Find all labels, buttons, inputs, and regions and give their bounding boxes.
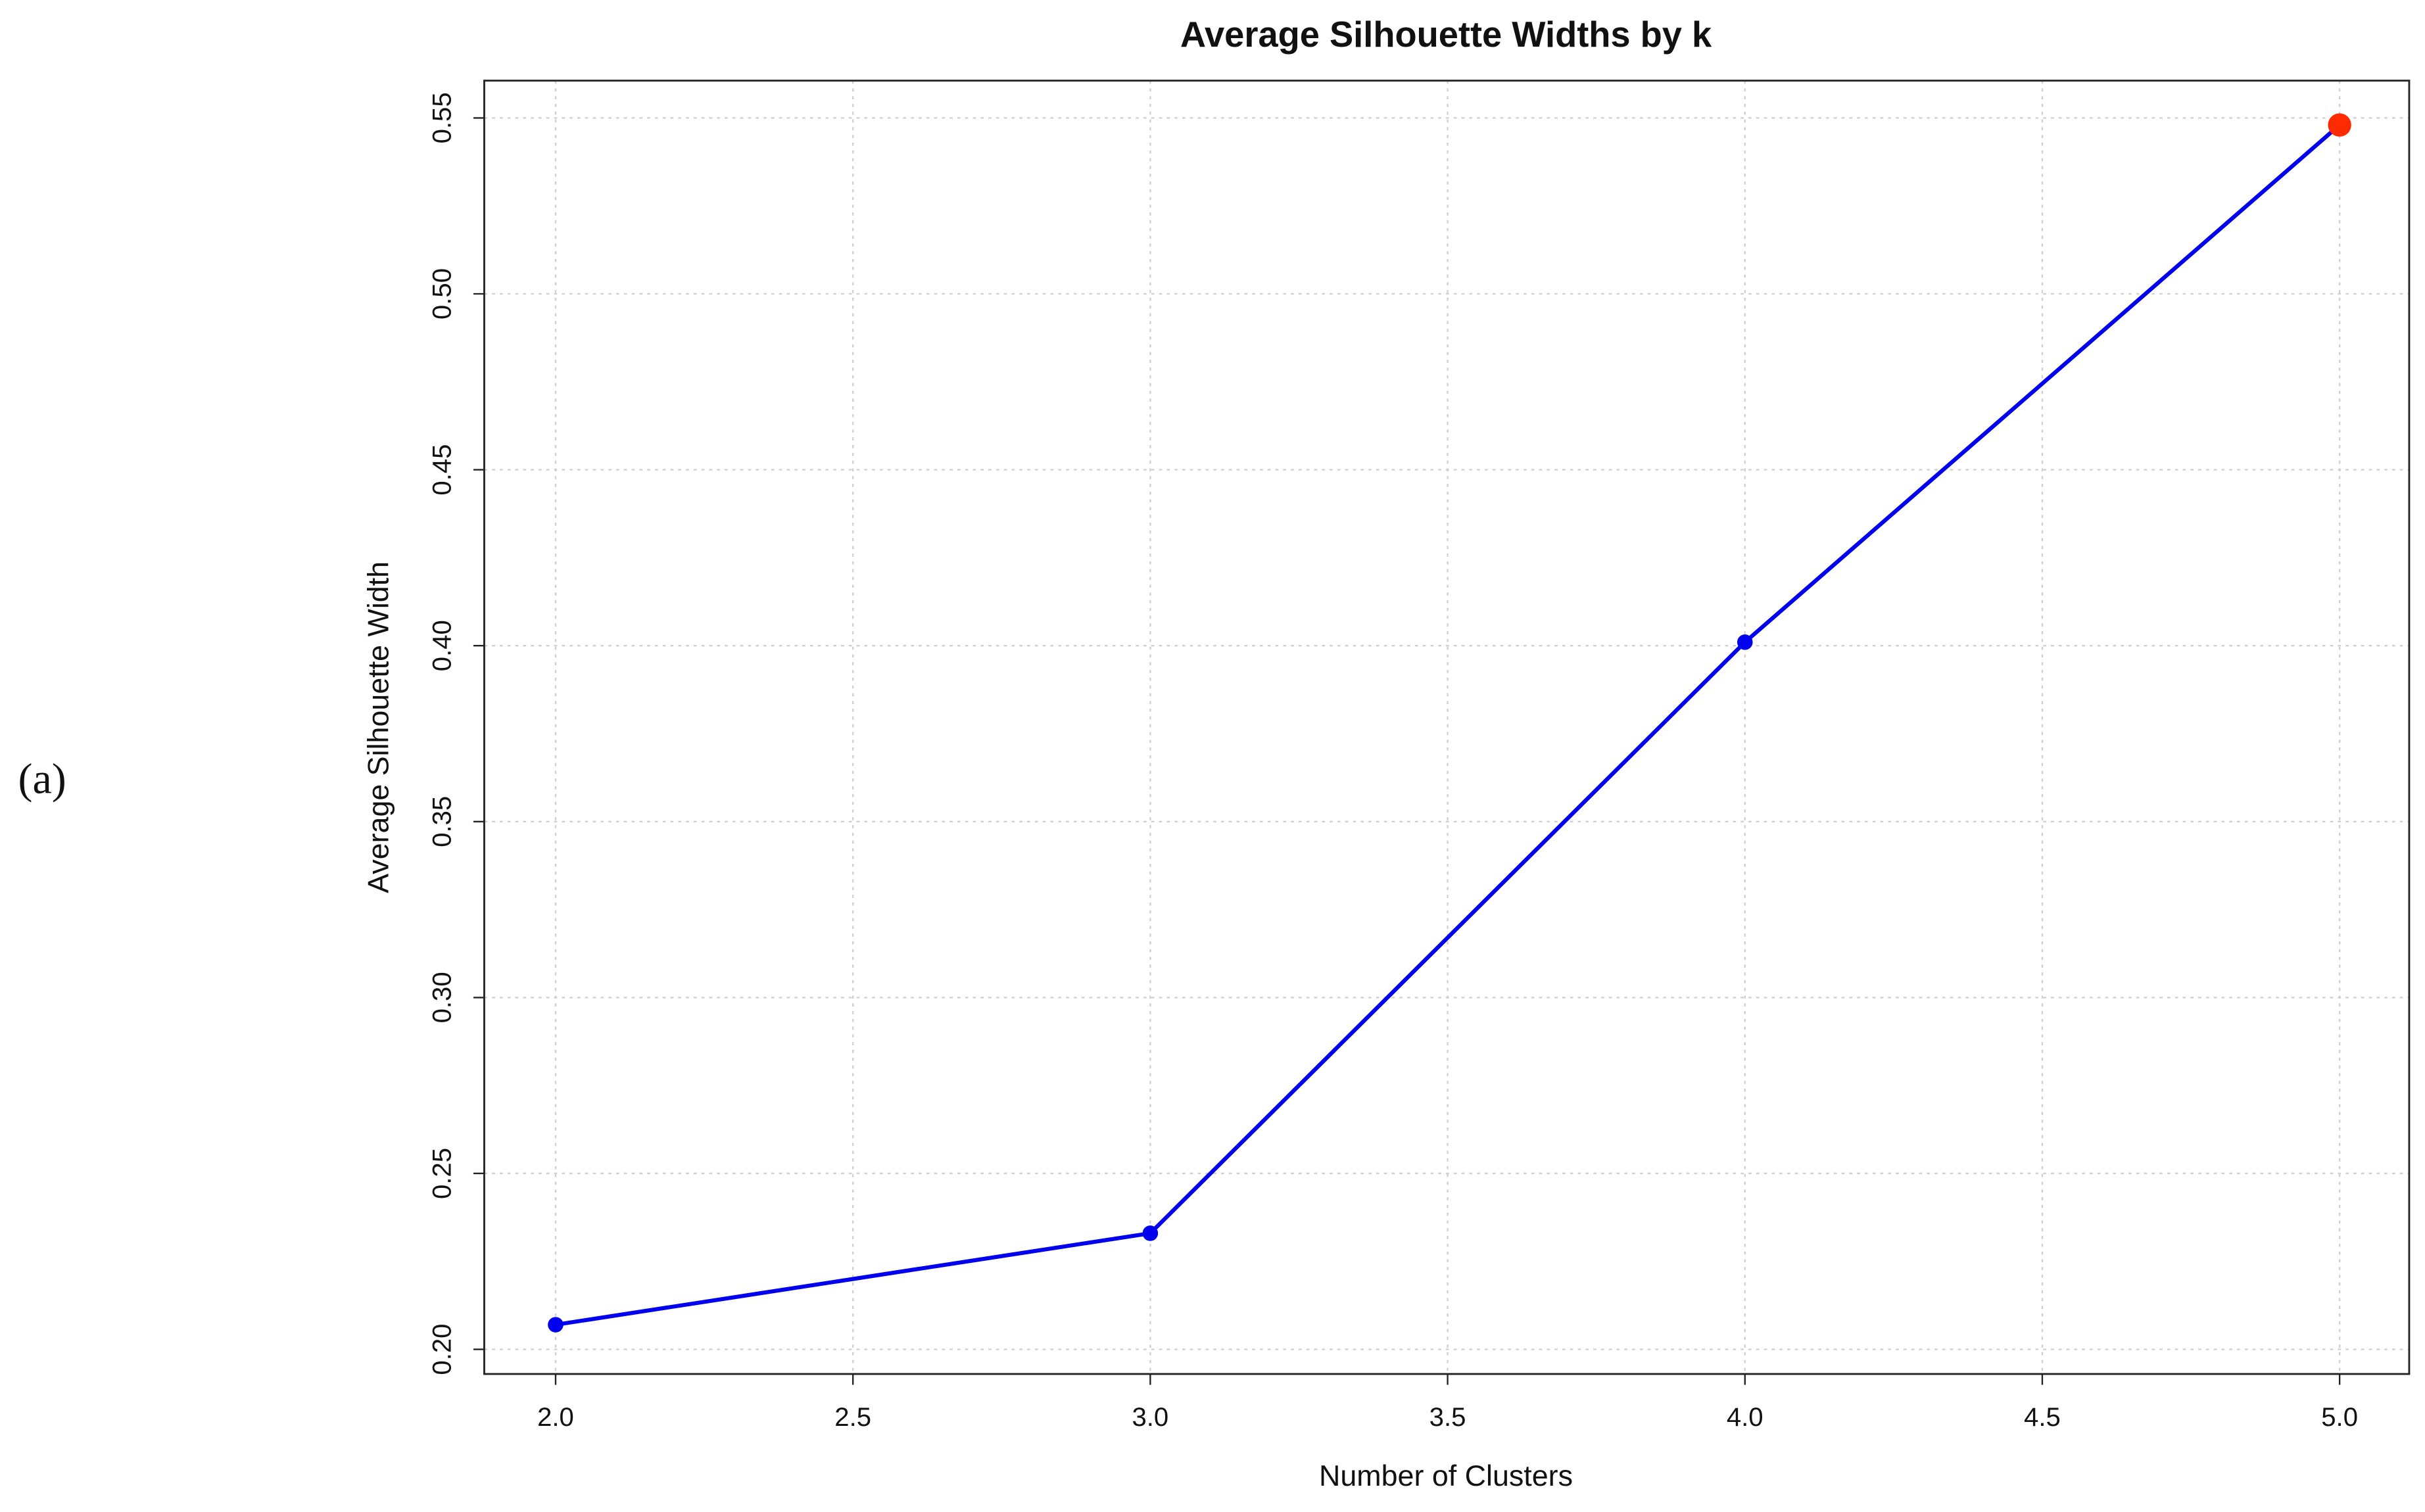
data-point [1142, 1225, 1159, 1241]
data-point [2328, 113, 2351, 137]
y-tick-label: 0.25 [428, 1148, 457, 1199]
y-tick-label: 0.45 [428, 444, 457, 496]
y-tick-label: 0.40 [428, 620, 457, 671]
y-tick-label: 0.20 [428, 1324, 457, 1375]
y-axis-label: Average Silhouette Width [362, 561, 395, 893]
x-tick-label: 4.5 [2024, 1403, 2061, 1432]
y-tick-label: 0.35 [428, 796, 457, 847]
x-tick-label: 5.0 [2321, 1403, 2358, 1432]
x-axis-label: Number of Clusters [1319, 1459, 1573, 1492]
y-tick-label: 0.30 [428, 972, 457, 1023]
x-tick-label: 2.0 [537, 1403, 574, 1432]
x-tick-label: 3.5 [1429, 1403, 1466, 1432]
x-tick-label: 2.5 [834, 1403, 871, 1432]
data-point [1737, 634, 1753, 650]
x-tick-label: 3.0 [1132, 1403, 1168, 1432]
chart-title: Average Silhouette Widths by k [1180, 15, 1712, 55]
data-point [548, 1317, 564, 1333]
plot-frame [483, 80, 2411, 1375]
x-tick-label: 4.0 [1727, 1403, 1764, 1432]
y-tick-label: 0.50 [428, 268, 457, 319]
data-line [555, 123, 2341, 1327]
y-tick-label: 0.55 [428, 92, 457, 143]
panel-label: (a) [18, 755, 66, 803]
grid [484, 80, 2409, 1375]
